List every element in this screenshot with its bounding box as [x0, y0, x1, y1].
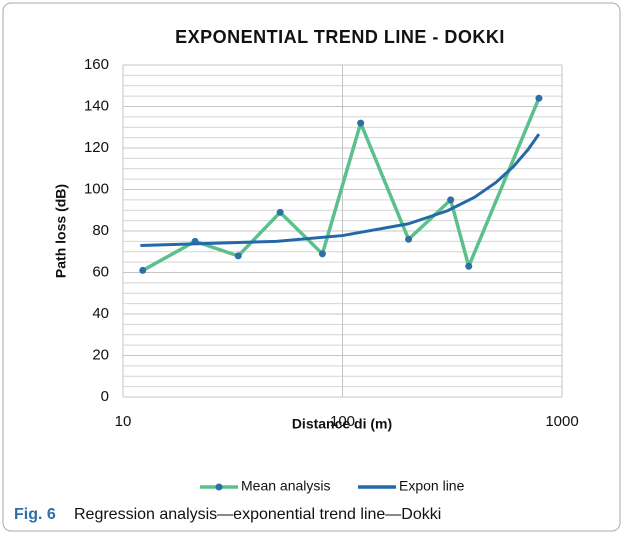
point-marker	[465, 262, 473, 270]
y-tick-label: 100	[84, 180, 109, 197]
frame	[2, 2, 621, 532]
series-line	[140, 133, 541, 248]
chart-title: EXPONENTIAL TREND LINE - DOKKI	[175, 27, 505, 47]
point-marker	[535, 94, 543, 102]
x-axis-label: Distance di (m)	[292, 416, 392, 432]
point-marker	[405, 235, 413, 243]
y-tick-label: 160	[84, 56, 109, 73]
point-marker	[447, 196, 455, 204]
legend-label: Mean analysis	[241, 478, 331, 494]
caption-label: Fig. 6	[14, 506, 56, 523]
x-tick-label: 100	[330, 413, 355, 430]
legend-marker	[215, 483, 223, 491]
x-tick-label: 1000	[545, 413, 578, 430]
point-marker	[318, 250, 326, 258]
y-tick-label: 120	[84, 139, 109, 156]
point-marker	[139, 266, 147, 274]
caption-text: Regression analysis—exponential trend li…	[74, 506, 441, 523]
series-line	[141, 97, 541, 272]
point-marker	[357, 119, 365, 127]
y-tick-label: 80	[92, 222, 109, 239]
x-tick-label: 10	[115, 413, 132, 430]
y-tick-label: 140	[84, 97, 109, 114]
y-tick-label: 20	[92, 346, 109, 363]
legend-label: Expon line	[399, 478, 465, 494]
point-marker	[276, 208, 284, 216]
y-tick-label: 60	[92, 263, 109, 280]
y-axis-label: Path loss (dB)	[53, 184, 69, 278]
point-marker	[234, 252, 242, 260]
y-tick-label: 0	[101, 388, 109, 405]
y-tick-label: 40	[92, 305, 109, 322]
